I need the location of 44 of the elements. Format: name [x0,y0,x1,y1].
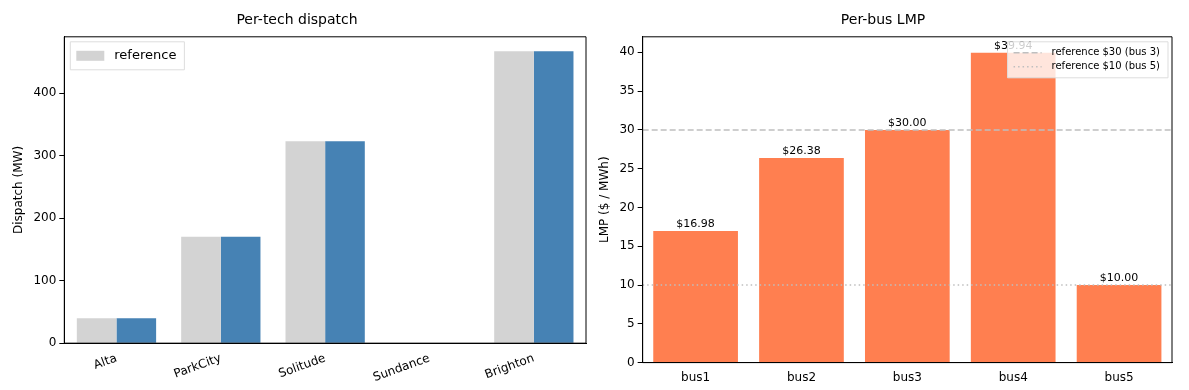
bar [864,129,950,363]
bar [533,51,574,343]
bar [181,236,221,343]
bar [1076,285,1162,363]
y-tick-label: 300 [33,147,57,162]
bar [285,141,326,343]
y-tick-label: 35 [619,83,635,98]
data-label: $16.98 [676,217,715,231]
x-tick-label: bus3 [892,369,922,384]
x-tick-label: Alta [91,350,119,372]
data-label: $26.38 [782,144,821,158]
x-tick-label: bus1 [681,369,711,384]
data-label: $10.00 [1099,271,1139,285]
y-tick-label: 15 [619,238,635,253]
y-tick-label: 5 [627,315,635,330]
y-tick-label: 20 [619,199,635,214]
y-axis-title: LMP ($ / MWh) [597,156,612,243]
y-axis-title: Dispatch (MW) [11,145,26,235]
bar [759,157,844,363]
legend-label: reference $10 (bus 5) [1051,60,1161,72]
bar [220,236,261,343]
data-label: $30.00 [888,116,927,130]
chart-title: Per-bus LMP [840,11,926,28]
y-tick-label: 200 [33,210,57,225]
y-tick-label: 400 [33,85,57,100]
y-tick-label: 0 [48,335,57,350]
y-tick-label: 30 [619,122,635,137]
x-tick-label: bus4 [998,369,1028,384]
y-tick-label: 40 [619,44,635,59]
x-tick-label: bus2 [786,369,817,384]
bar [116,318,157,343]
chart-title: Per-tech dispatch [236,11,358,28]
legend-label: reference $30 (bus 3) [1051,46,1161,58]
x-tick-label: bus5 [1104,369,1134,384]
y-tick-label: 100 [33,272,57,287]
data-label: $39.94 [993,39,1033,53]
legend-label: reference [114,47,177,63]
y-tick-label: 25 [619,160,635,175]
y-tick-label: 10 [619,277,635,292]
bar [325,141,365,343]
bar [653,230,738,363]
y-tick-label: 0 [627,354,635,369]
bar [494,51,534,343]
bar [76,318,117,343]
